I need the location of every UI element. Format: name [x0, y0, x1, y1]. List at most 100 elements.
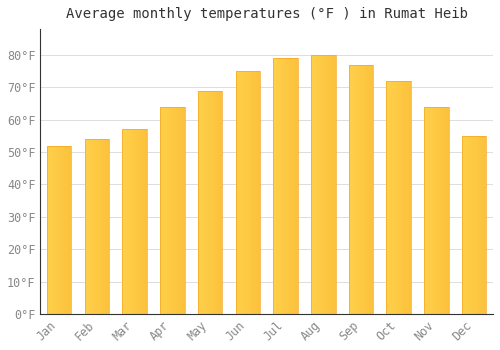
Bar [398, 81, 400, 314]
Bar [290, 58, 291, 314]
Bar [71, 146, 72, 314]
Bar [464, 136, 465, 314]
Title: Average monthly temperatures (°F ) in Rumat Heib: Average monthly temperatures (°F ) in Ru… [66, 7, 468, 21]
Bar [124, 130, 125, 314]
Bar [410, 81, 411, 314]
Bar [140, 130, 141, 314]
Bar [435, 107, 436, 314]
Bar [106, 139, 108, 314]
Bar [474, 136, 475, 314]
Bar [59, 146, 60, 314]
Bar [255, 71, 256, 314]
Bar [406, 81, 408, 314]
Bar [70, 146, 71, 314]
Bar [198, 91, 199, 314]
Bar [90, 139, 91, 314]
Bar [208, 91, 209, 314]
Bar [390, 81, 391, 314]
Bar [213, 91, 214, 314]
Bar [141, 130, 142, 314]
Bar [394, 81, 395, 314]
Bar [201, 91, 202, 314]
Bar [403, 81, 404, 314]
Bar [168, 107, 170, 314]
Bar [55, 146, 56, 314]
Bar [462, 136, 486, 314]
Bar [319, 55, 320, 314]
Bar [215, 91, 216, 314]
Bar [371, 65, 372, 314]
Bar [280, 58, 281, 314]
Bar [91, 139, 92, 314]
Bar [470, 136, 471, 314]
Bar [274, 58, 275, 314]
Bar [183, 107, 184, 314]
Bar [437, 107, 438, 314]
Bar [104, 139, 105, 314]
Bar [361, 65, 362, 314]
Bar [335, 55, 336, 314]
Bar [297, 58, 298, 314]
Bar [358, 65, 359, 314]
Bar [312, 55, 313, 314]
Bar [86, 139, 87, 314]
Bar [393, 81, 394, 314]
Bar [332, 55, 333, 314]
Bar [171, 107, 172, 314]
Bar [279, 58, 280, 314]
Bar [333, 55, 334, 314]
Bar [87, 139, 88, 314]
Bar [431, 107, 432, 314]
Bar [291, 58, 292, 314]
Bar [311, 55, 336, 314]
Bar [257, 71, 258, 314]
Bar [320, 55, 321, 314]
Bar [163, 107, 164, 314]
Bar [409, 81, 410, 314]
Bar [52, 146, 53, 314]
Bar [286, 58, 287, 314]
Bar [330, 55, 331, 314]
Bar [294, 58, 296, 314]
Bar [275, 58, 276, 314]
Bar [462, 136, 463, 314]
Bar [463, 136, 464, 314]
Bar [210, 91, 212, 314]
Bar [202, 91, 203, 314]
Bar [236, 71, 260, 314]
Bar [221, 91, 222, 314]
Bar [424, 107, 425, 314]
Bar [405, 81, 406, 314]
Bar [239, 71, 240, 314]
Bar [100, 139, 101, 314]
Bar [479, 136, 480, 314]
Bar [166, 107, 167, 314]
Bar [122, 130, 123, 314]
Bar [238, 71, 239, 314]
Bar [348, 65, 374, 314]
Bar [50, 146, 51, 314]
Bar [88, 139, 89, 314]
Bar [282, 58, 283, 314]
Bar [424, 107, 448, 314]
Bar [242, 71, 243, 314]
Bar [206, 91, 207, 314]
Bar [179, 107, 180, 314]
Bar [324, 55, 325, 314]
Bar [126, 130, 128, 314]
Bar [367, 65, 368, 314]
Bar [241, 71, 242, 314]
Bar [181, 107, 182, 314]
Bar [325, 55, 326, 314]
Bar [355, 65, 356, 314]
Bar [58, 146, 59, 314]
Bar [54, 146, 55, 314]
Bar [359, 65, 360, 314]
Bar [283, 58, 284, 314]
Bar [386, 81, 411, 314]
Bar [138, 130, 139, 314]
Bar [146, 130, 147, 314]
Bar [63, 146, 64, 314]
Bar [321, 55, 322, 314]
Bar [466, 136, 467, 314]
